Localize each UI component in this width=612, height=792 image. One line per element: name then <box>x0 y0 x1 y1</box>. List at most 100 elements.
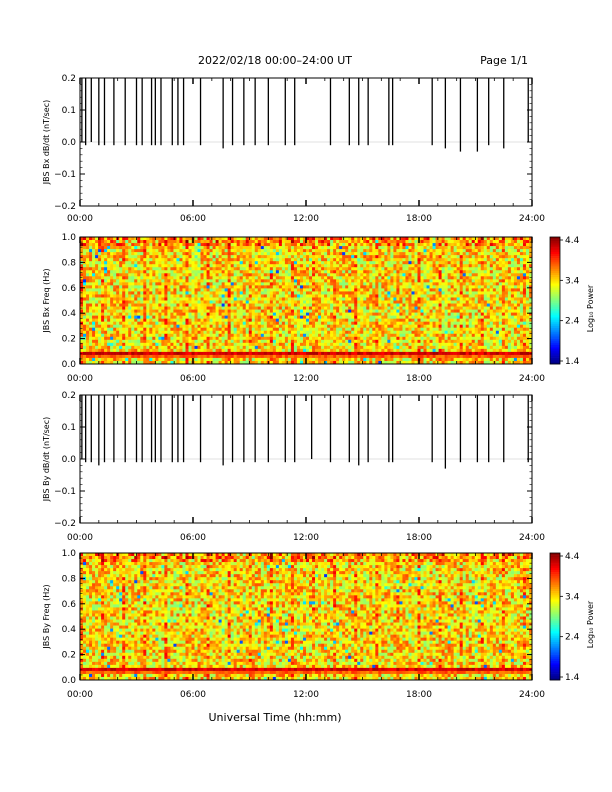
spectrogram-cell <box>390 279 394 283</box>
spectrogram-cell <box>242 324 247 329</box>
spectrogram-cell <box>197 303 201 307</box>
spectrogram-cell <box>348 294 352 298</box>
spectrogram-cell <box>315 312 319 316</box>
spectrogram-cell <box>272 273 277 277</box>
spectrogram-cell <box>363 300 367 304</box>
spectrogram-cell <box>465 252 470 256</box>
spectrogram-cell <box>516 282 521 286</box>
spectrogram-cell <box>516 264 521 268</box>
spectrogram-cell <box>399 294 403 298</box>
spectrogram-cell <box>384 246 388 250</box>
spectrogram-cell <box>357 258 361 262</box>
spectrogram-cell <box>309 321 313 325</box>
spectrogram-cell <box>441 309 445 313</box>
spectrogram-cell <box>191 249 195 253</box>
spectrogram-cell <box>233 330 237 335</box>
spectrogram-cell <box>137 300 141 304</box>
spectrogram-cell <box>369 270 373 274</box>
spectrogram-cell <box>134 276 138 280</box>
spectrogram-cell <box>167 318 171 322</box>
spectrogram-cell <box>426 285 430 289</box>
spectrogram-cell <box>113 300 117 304</box>
spectrogram-cell <box>363 255 367 259</box>
spectrogram-cell <box>450 252 454 256</box>
spectrogram-cell <box>245 282 250 286</box>
spectrogram-cell <box>312 255 316 259</box>
spectrogram-cell <box>134 294 138 298</box>
spectrogram-cell <box>477 288 482 292</box>
spectrogram-cell <box>86 327 90 332</box>
spectrogram-cell <box>519 279 524 283</box>
spectrogram-cell <box>182 237 186 241</box>
spectrogram-cell <box>327 246 331 250</box>
spectrogram-cell <box>321 315 325 319</box>
spectrogram-cell <box>257 267 262 271</box>
spectrogram-cell <box>309 264 313 268</box>
spectrogram-cell <box>381 249 385 253</box>
spectrogram-cell <box>257 288 262 292</box>
spectrogram-cell <box>450 312 454 316</box>
spectrogram-cell <box>263 330 268 335</box>
spectrogram-cell <box>113 249 117 253</box>
spectrogram-cell <box>233 276 237 280</box>
spectrogram-cell <box>203 282 207 286</box>
spectrogram-cell <box>122 306 126 310</box>
spectrogram-cell <box>239 315 244 319</box>
spectrogram-cell <box>432 315 436 319</box>
spectrogram-cell <box>128 309 132 313</box>
spectrogram-cell <box>221 282 225 286</box>
spectrogram-cell <box>306 312 310 316</box>
spectrogram-cell <box>492 324 497 329</box>
spectrogram-cell <box>101 312 105 316</box>
spectrogram-cell <box>215 294 219 298</box>
spectrogram-cell <box>203 258 207 262</box>
spectrogram-cell <box>315 249 319 253</box>
spectrogram-cell <box>203 327 207 332</box>
figure-title: 2022/02/18 00:00–24:00 UT <box>198 54 352 67</box>
spectrogram-cell <box>348 300 352 304</box>
spectrogram-cell <box>489 282 494 286</box>
spectrogram-cell <box>218 315 222 319</box>
spectrogram-cell <box>92 291 96 295</box>
spectrogram-cell <box>290 330 295 335</box>
spectrogram-cell <box>176 327 180 332</box>
spectrogram-cell <box>260 279 265 283</box>
spectrogram-cell <box>260 315 265 319</box>
spectrogram-cell <box>513 240 518 244</box>
spectrogram-cell <box>495 303 500 307</box>
spectrogram-cell <box>501 282 506 286</box>
spectrogram-cell <box>140 276 144 280</box>
spectrogram-cell <box>116 249 120 253</box>
spectrogram-cell <box>396 252 400 256</box>
spectrogram-cell <box>290 246 295 250</box>
spectrogram-cell <box>396 240 400 244</box>
spectrogram-cell <box>248 270 253 274</box>
spectrogram-cell <box>372 324 376 329</box>
spectrogram-cell <box>272 249 277 253</box>
spectrogram-cell <box>296 255 301 259</box>
spectrogram-cell <box>333 273 337 277</box>
spectrogram-cell <box>516 243 521 247</box>
spectrogram-cell <box>149 237 153 241</box>
spectrogram-cell <box>438 243 442 247</box>
spectrogram-cell <box>453 267 457 271</box>
spectrogram-cell <box>92 258 96 262</box>
spectrogram-cell <box>402 306 406 310</box>
spectrogram-cell <box>492 327 497 332</box>
spectrogram-cell <box>420 270 424 274</box>
spectrogram-cell <box>405 243 409 247</box>
spectrogram-cell <box>318 294 322 298</box>
spectrogram-cell <box>333 246 337 250</box>
spectrogram-cell <box>224 297 228 301</box>
spectrogram-cell <box>299 243 304 247</box>
spectrogram-cell <box>453 300 457 304</box>
spectrogram-cell <box>360 267 364 271</box>
spectrogram-cell <box>224 273 228 277</box>
spectrogram-cell <box>170 273 174 277</box>
spectrogram-cell <box>327 312 331 316</box>
spectrogram-cell <box>474 309 479 313</box>
spectrogram-cell <box>354 258 358 262</box>
spectrogram-cell <box>498 252 503 256</box>
spectrogram-cell <box>384 276 388 280</box>
spectrogram-cell <box>444 291 448 295</box>
